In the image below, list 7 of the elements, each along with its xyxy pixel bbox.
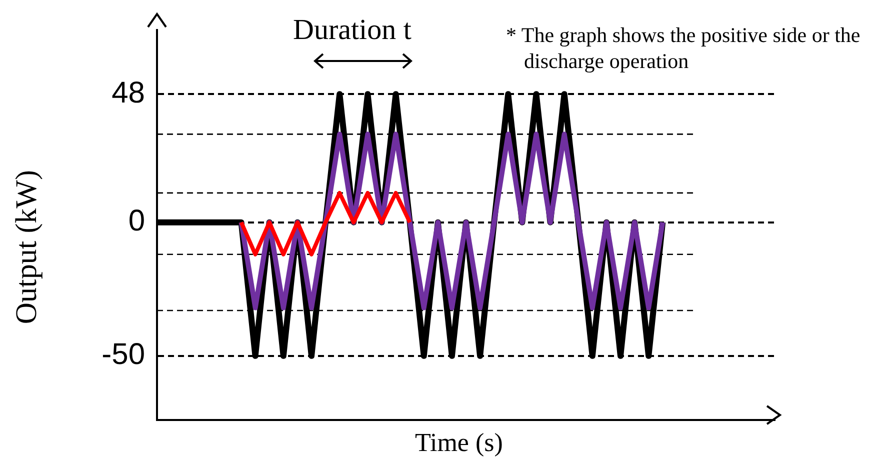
annotation: Duration t [293,14,412,47]
y-tick-label: -50 [102,338,145,372]
y-tick-label: 48 [112,76,145,110]
y-axis-title: Output (kW) [10,170,44,324]
annotation: * The graph shows the positive side or the discharge operation [506,22,862,74]
x-axis-title: Time (s) [415,428,503,458]
y-tick-label: 0 [128,204,145,238]
